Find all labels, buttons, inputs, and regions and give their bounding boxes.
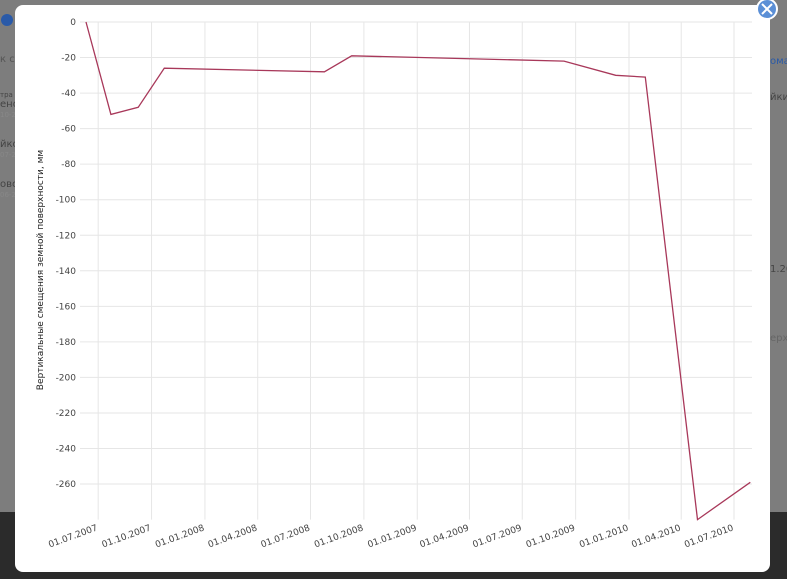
y-tick-label: 0 bbox=[70, 18, 76, 28]
background-fragment: омаш bbox=[770, 56, 787, 67]
background-fragment: овс bbox=[0, 179, 18, 190]
y-tick-label: -260 bbox=[56, 480, 77, 490]
close-icon bbox=[761, 3, 773, 15]
y-tick-label: -20 bbox=[61, 54, 76, 64]
background-fragment: 06-2 bbox=[0, 191, 16, 199]
y-axis-label: Вертикальные смещения земной поверхности… bbox=[36, 150, 46, 390]
y-tick-label: -160 bbox=[56, 302, 77, 312]
background-fragment: 10-2 bbox=[0, 111, 16, 119]
background-fragment: йко bbox=[0, 139, 19, 150]
y-tick-label: -180 bbox=[56, 338, 77, 348]
y-tick-label: -200 bbox=[56, 373, 77, 383]
background-fragment: 1.20 bbox=[770, 264, 787, 275]
y-tick-label: -80 bbox=[61, 160, 76, 170]
y-tick-label: -220 bbox=[56, 409, 77, 419]
badge bbox=[1, 14, 13, 26]
modal bbox=[15, 5, 770, 572]
y-tick-label: -60 bbox=[61, 125, 76, 135]
y-tick-label: -100 bbox=[56, 196, 77, 206]
background-fragment: ерх bbox=[770, 333, 787, 344]
data-line bbox=[85, 21, 751, 521]
y-tick-label: -140 bbox=[56, 267, 77, 277]
background-fragment: йки bbox=[770, 92, 787, 103]
background-fragment: 07-2 bbox=[0, 151, 16, 159]
background-fragment: к сл bbox=[0, 54, 21, 65]
y-tick-label: -240 bbox=[56, 445, 77, 455]
background-fragment: тра bbox=[0, 91, 13, 99]
y-tick-label: -40 bbox=[61, 89, 76, 99]
y-tick-label: -120 bbox=[56, 231, 77, 241]
background-fragment: ено bbox=[0, 99, 19, 110]
